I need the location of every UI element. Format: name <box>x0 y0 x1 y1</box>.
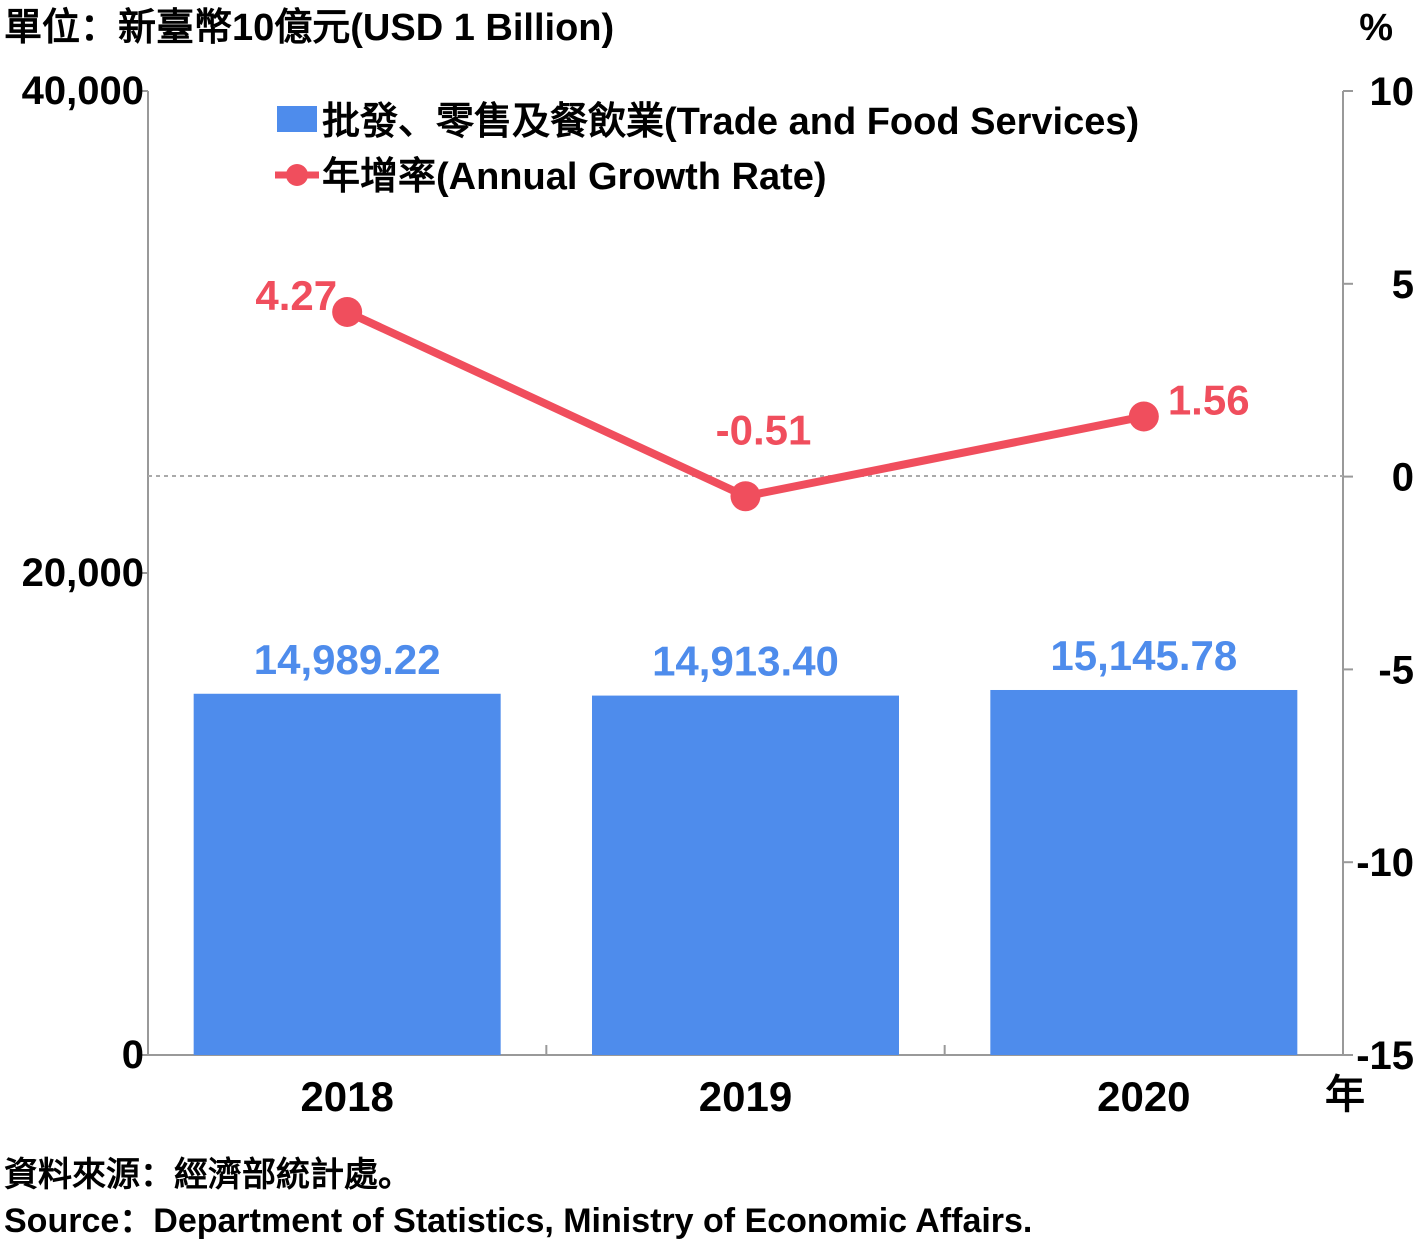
growth-line <box>345 308 1145 501</box>
legend-bar-swatch <box>277 106 317 132</box>
x-tick-label: 2020 <box>1097 1073 1190 1120</box>
x-tick-label: 2019 <box>699 1073 792 1120</box>
growth-value-label: 1.56 <box>1168 376 1250 423</box>
right-tick-label: 0 <box>1392 456 1414 500</box>
bar <box>193 693 501 1055</box>
source-en: Source：Department of Statistics, Ministr… <box>4 1202 1032 1240</box>
growth-point <box>730 481 761 512</box>
right-tick-label: 10 <box>1370 70 1415 114</box>
bar-value-label: 14,989.22 <box>254 636 441 683</box>
legend-bar-label: 批發、零售及餐飲業(Trade and Food Services) <box>322 101 1139 143</box>
right-tick-label: 5 <box>1392 263 1414 307</box>
left-tick-label: 40,000 <box>22 69 144 113</box>
right-tick-label: -15 <box>1356 1034 1414 1078</box>
growth-value-label: -0.51 <box>716 406 812 453</box>
right-tick-label: -10 <box>1356 841 1414 885</box>
legend-line-marker <box>286 164 308 186</box>
source-zh: 資料來源：經濟部統計處。 <box>4 1155 412 1194</box>
x-axis-unit: 年 <box>1325 1073 1365 1117</box>
right-axis-unit: % <box>1359 7 1393 49</box>
x-axis-ticks: 2018 2019 2020 <box>300 1045 1191 1120</box>
bar-value-label: 14,913.40 <box>652 638 839 685</box>
growth-point <box>332 296 363 327</box>
right-axis-ticks: -15 -10 -5 0 5 10 <box>1343 70 1414 1078</box>
growth-line-series: 4.27 -0.51 1.56 <box>255 272 1250 512</box>
right-tick-label: -5 <box>1378 648 1414 692</box>
left-tick-label: 0 <box>122 1033 144 1077</box>
left-axis-ticks: 0 20,000 40,000 <box>22 69 148 1077</box>
unit-label: 單位：新臺幣10億元(USD 1 Billion) <box>4 7 614 49</box>
legend: 批發、零售及餐飲業(Trade and Food Services) 年增率(A… <box>275 101 1139 198</box>
left-tick-label: 20,000 <box>22 551 144 595</box>
bar <box>990 689 1298 1055</box>
bar-series: 14,989.22 14,913.40 15,145.78 <box>193 632 1298 1055</box>
bar-value-label: 15,145.78 <box>1050 632 1237 679</box>
legend-line-label: 年增率(Annual Growth Rate) <box>322 156 827 198</box>
growth-point <box>1128 401 1159 432</box>
bar <box>592 695 899 1055</box>
growth-value-label: 4.27 <box>255 272 337 319</box>
x-tick-label: 2018 <box>300 1073 393 1120</box>
